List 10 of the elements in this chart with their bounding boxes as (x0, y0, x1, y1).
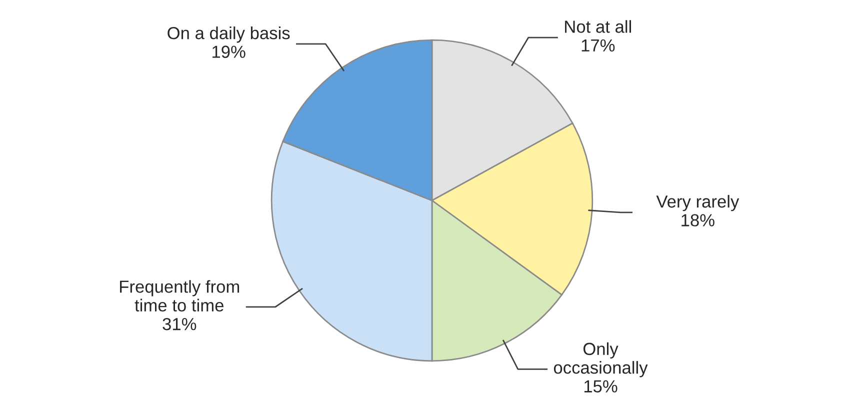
slice-label: Only occasionally (554, 342, 648, 378)
data-label: 15% (584, 380, 618, 393)
data-label: 19% (212, 46, 246, 58)
slice-label: Very rarely (656, 194, 740, 212)
data-label: 18% (682, 214, 714, 226)
slice-label: On a daily basis (168, 26, 290, 43)
slice-label: Not at all (565, 20, 631, 33)
data-label: 31% (162, 318, 196, 330)
slice-label: Frequently from time to time (120, 280, 240, 312)
data-label: 17% (582, 39, 615, 52)
